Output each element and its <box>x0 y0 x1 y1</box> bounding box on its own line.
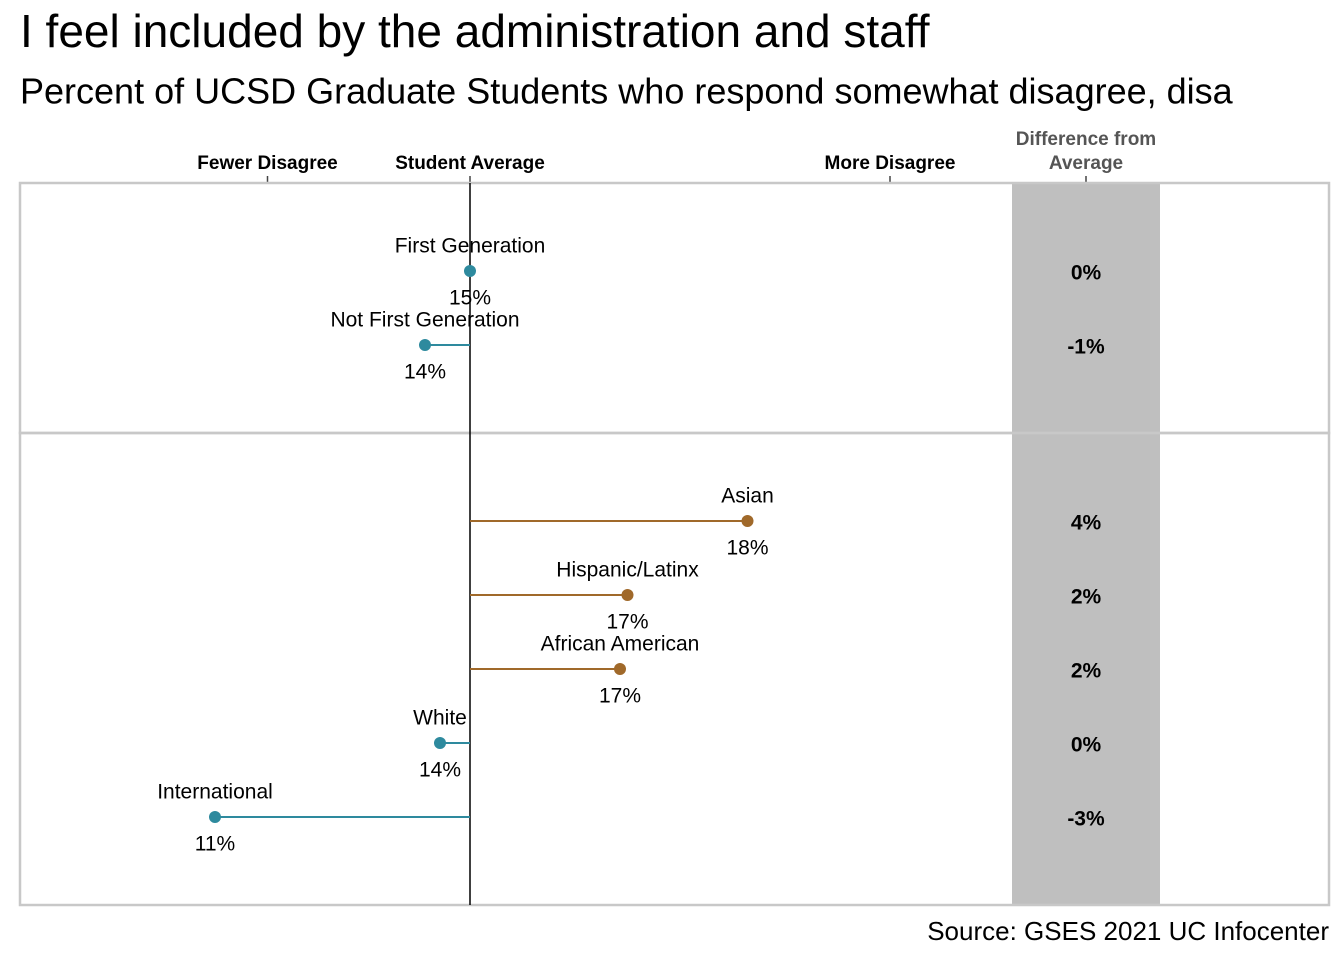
difference-label: 0% <box>1071 262 1102 285</box>
difference-label: 2% <box>1071 660 1102 683</box>
dot <box>209 811 221 823</box>
difference-header: Difference from Average <box>1015 129 1157 174</box>
dot <box>434 737 446 749</box>
x-tick-label: Fewer Disagree <box>197 153 337 174</box>
category-label: White <box>413 707 467 730</box>
value-label: 18% <box>726 537 768 560</box>
category-label: African American <box>541 633 700 656</box>
difference-label: -1% <box>1067 336 1105 359</box>
dot <box>621 589 634 601</box>
panel <box>18 431 1331 907</box>
source: Source: GSES 2021 UC Infocenter <box>927 916 1329 946</box>
x-tick-label: Student Average <box>395 153 545 174</box>
value-label: 14% <box>419 759 461 782</box>
category-label: Hispanic/Latinx <box>556 559 699 582</box>
difference-label: 0% <box>1071 734 1102 757</box>
dot <box>419 339 431 351</box>
dot <box>741 515 754 527</box>
difference-label: 2% <box>1071 586 1102 609</box>
value-label: 15% <box>449 287 491 310</box>
dot <box>614 663 626 675</box>
difference-label: 4% <box>1071 512 1102 535</box>
difference-column <box>1012 183 1160 905</box>
value-label: 17% <box>599 685 641 708</box>
category-label: International <box>157 781 273 804</box>
value-label: 14% <box>404 361 446 384</box>
chart-title: I feel included by the administration an… <box>20 5 930 57</box>
value-label: 17% <box>606 611 648 634</box>
category-label: Asian <box>721 485 774 508</box>
difference-label: -3% <box>1067 808 1105 831</box>
x-tick-label: More Disagree <box>825 153 956 174</box>
dot <box>464 265 476 277</box>
value-label: 11% <box>195 833 235 856</box>
category-label: Not First Generation <box>330 309 519 332</box>
category-label: First Generation <box>395 235 546 258</box>
chart-subtitle: Percent of UCSD Graduate Students who re… <box>20 71 1234 112</box>
